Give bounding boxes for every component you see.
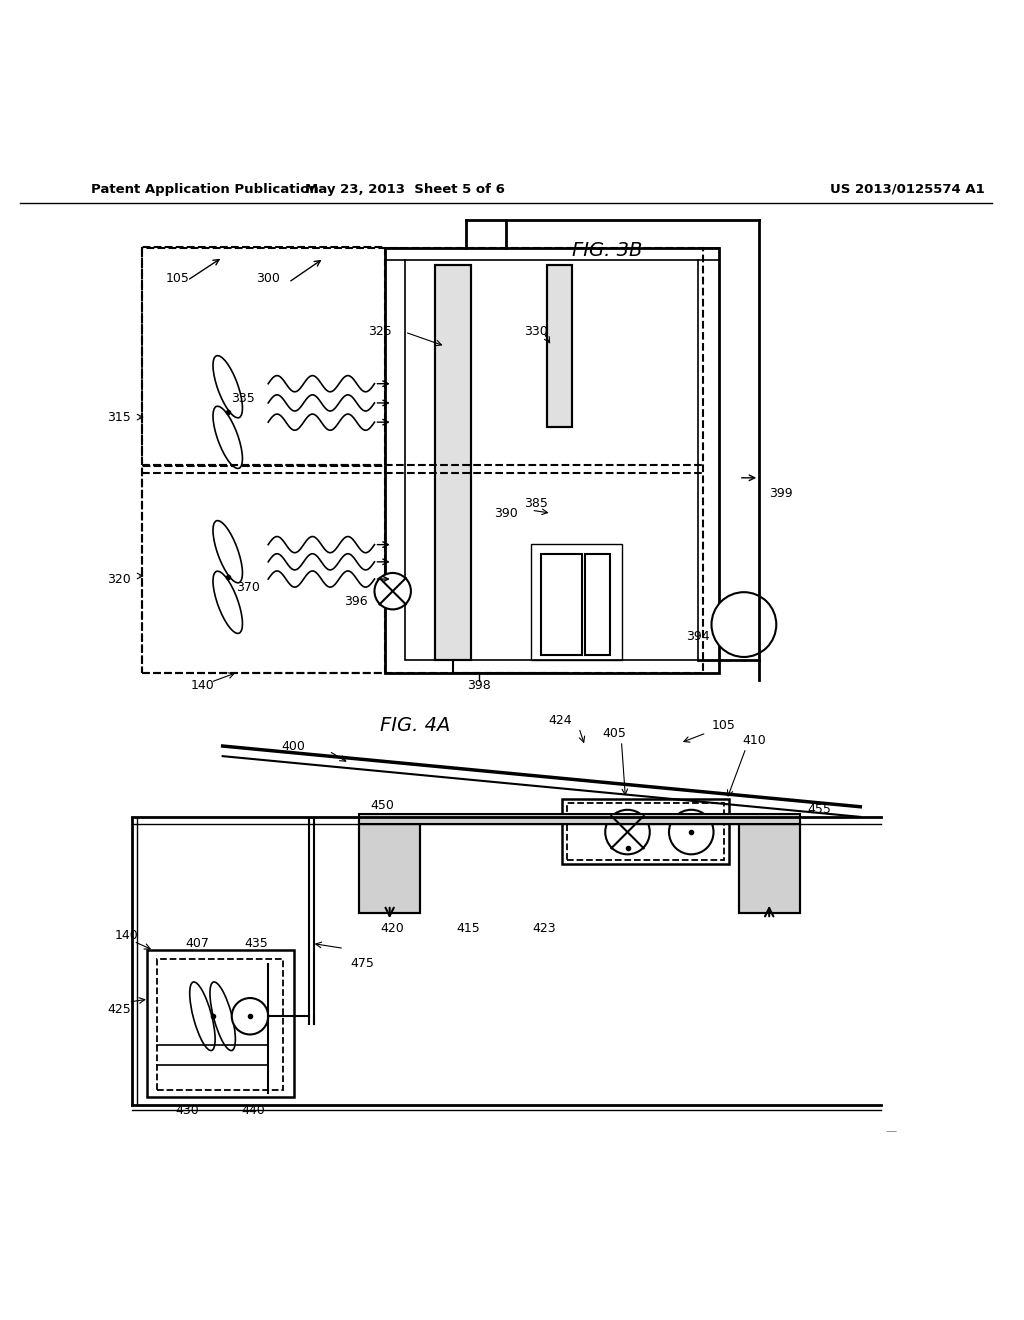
- Bar: [359, 822, 420, 913]
- Text: 423: 423: [532, 921, 556, 935]
- Text: US 2013/0125574 A1: US 2013/0125574 A1: [829, 183, 985, 195]
- Bar: [141, 466, 385, 673]
- Text: 325: 325: [368, 325, 391, 338]
- Circle shape: [712, 593, 776, 657]
- Bar: [359, 822, 420, 913]
- Text: 410: 410: [742, 734, 766, 747]
- Text: 335: 335: [231, 392, 255, 405]
- Text: 399: 399: [769, 487, 794, 499]
- Bar: [435, 265, 471, 660]
- Text: 407: 407: [185, 937, 209, 950]
- Text: May 23, 2013  Sheet 5 of 6: May 23, 2013 Sheet 5 of 6: [305, 183, 505, 195]
- Bar: [542, 553, 582, 655]
- Bar: [739, 822, 800, 913]
- Circle shape: [375, 573, 411, 610]
- Bar: [562, 799, 729, 865]
- Bar: [585, 553, 610, 655]
- Text: 455: 455: [808, 804, 831, 816]
- Bar: [404, 260, 698, 660]
- Text: 440: 440: [241, 1104, 265, 1117]
- Circle shape: [669, 809, 714, 854]
- Text: 390: 390: [495, 507, 518, 520]
- Text: 300: 300: [256, 272, 281, 285]
- Text: 385: 385: [524, 496, 548, 510]
- Bar: [385, 248, 719, 673]
- Ellipse shape: [213, 355, 243, 418]
- Text: Patent Application Publication: Patent Application Publication: [91, 183, 318, 195]
- Text: 450: 450: [371, 799, 394, 812]
- Text: FIG. 4A: FIG. 4A: [380, 717, 451, 735]
- Text: 420: 420: [381, 921, 404, 935]
- Bar: [566, 803, 724, 861]
- Ellipse shape: [189, 982, 215, 1051]
- Text: 394: 394: [686, 630, 711, 643]
- Text: 405: 405: [602, 727, 627, 741]
- Bar: [547, 265, 571, 428]
- Text: 320: 320: [108, 573, 131, 586]
- Text: 140: 140: [115, 929, 138, 941]
- Text: 435: 435: [244, 937, 268, 950]
- Text: 105: 105: [712, 719, 735, 733]
- Text: 315: 315: [108, 411, 131, 424]
- Ellipse shape: [213, 407, 243, 469]
- Text: 430: 430: [175, 1104, 199, 1117]
- Ellipse shape: [213, 572, 243, 634]
- Ellipse shape: [213, 520, 243, 583]
- Text: FIG. 3B: FIG. 3B: [572, 240, 642, 260]
- Circle shape: [231, 998, 268, 1035]
- Text: 415: 415: [457, 921, 480, 935]
- Ellipse shape: [210, 982, 236, 1051]
- Bar: [531, 544, 623, 660]
- Text: 105: 105: [165, 272, 189, 285]
- Text: 398: 398: [467, 678, 490, 692]
- Bar: [141, 248, 703, 673]
- Text: 400: 400: [282, 739, 305, 752]
- Bar: [141, 247, 385, 465]
- Text: 330: 330: [524, 325, 548, 338]
- Bar: [359, 814, 800, 824]
- Text: —: —: [885, 1126, 896, 1135]
- Bar: [157, 958, 284, 1090]
- Text: 140: 140: [190, 678, 214, 692]
- Bar: [146, 950, 294, 1097]
- Text: 424: 424: [548, 714, 571, 727]
- Text: 396: 396: [344, 595, 368, 607]
- Text: 370: 370: [236, 581, 260, 594]
- Circle shape: [605, 809, 650, 854]
- Bar: [435, 265, 471, 660]
- Text: 425: 425: [108, 1003, 131, 1015]
- Bar: [739, 822, 800, 913]
- Text: 475: 475: [350, 957, 374, 970]
- Bar: [547, 265, 571, 428]
